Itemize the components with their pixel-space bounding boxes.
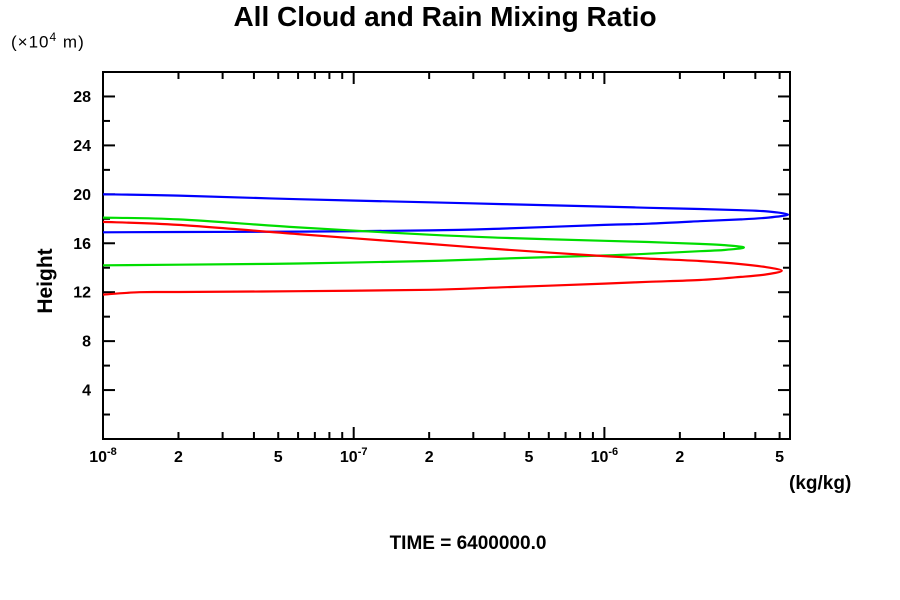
chart-title: All Cloud and Rain Mixing Ratio — [233, 1, 657, 32]
x-tick-label: 5 — [524, 449, 533, 466]
y-tick-label: 12 — [73, 285, 91, 302]
x-tick-label: 10-8 — [89, 446, 117, 466]
y-axis-unit-label: (×104 m) — [11, 30, 85, 53]
y-tick-label: 4 — [82, 383, 91, 400]
time-label: TIME = 6400000.0 — [389, 533, 547, 554]
x-tick-label: 2 — [174, 449, 183, 466]
y-tick-label: 8 — [82, 334, 91, 351]
y-tick-label: 24 — [73, 138, 91, 155]
y-tick-label: 28 — [73, 89, 91, 106]
y-tick-label: 20 — [73, 187, 91, 204]
y-unit-exponent: 4 — [49, 30, 58, 44]
x-axis-unit-label: (kg/kg) — [789, 473, 852, 494]
x-tick-label: 5 — [775, 449, 784, 466]
x-tick-label: 2 — [425, 449, 434, 466]
y-unit-prefix: (×10 — [11, 32, 50, 52]
curve-blue — [102, 193, 790, 234]
y-axis-title: Height — [34, 248, 57, 314]
y-unit-suffix: m) — [57, 32, 85, 52]
x-tick-label: 5 — [274, 449, 283, 466]
plot-frame — [102, 71, 791, 440]
curve-red — [102, 220, 783, 296]
x-tick-label: 10-6 — [591, 446, 619, 466]
x-tick-label: 2 — [675, 449, 684, 466]
y-tick-label: 16 — [73, 236, 91, 253]
curve-green — [102, 216, 745, 267]
x-tick-label: 10-7 — [340, 446, 368, 466]
